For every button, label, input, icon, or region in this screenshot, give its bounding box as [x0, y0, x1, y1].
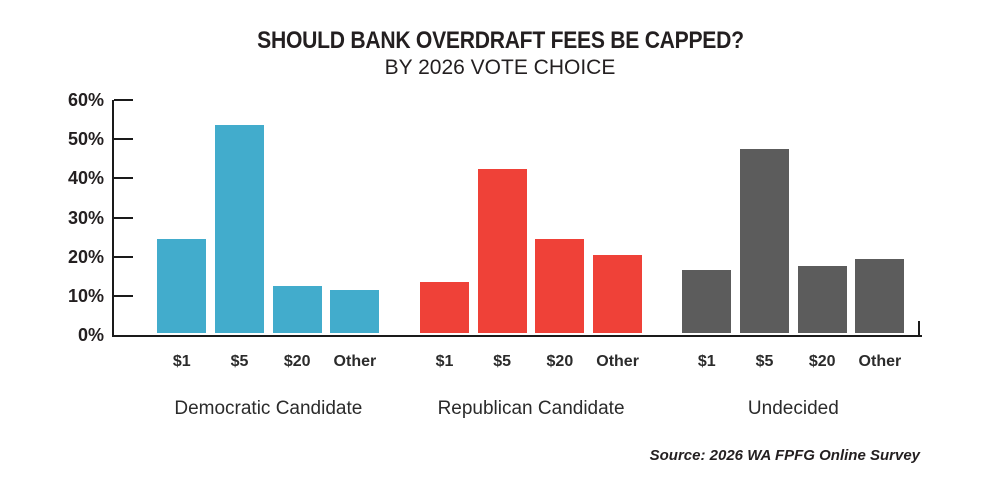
bar-undecided-20	[797, 266, 847, 333]
category-label-republican-candidate-5: $5	[493, 353, 512, 370]
x-axis-line	[112, 335, 922, 337]
y-tick-label-60: 60%	[67, 90, 104, 110]
bar-republican-candidate-other	[593, 254, 643, 333]
chart-subtitle: BY 2026 VOTE CHOICE	[384, 56, 616, 79]
category-label-undecided-1: $1	[697, 353, 716, 370]
y-tick-label-50: 50%	[67, 129, 104, 150]
y-tick-40	[114, 177, 133, 180]
y-tick-label-30: 30%	[67, 207, 104, 228]
bar-undecided-1	[682, 270, 732, 333]
chart-title-text: SHOULD BANK OVERDRAFT FEES BE CAPPED?	[256, 27, 744, 54]
bar-undecided-other	[855, 258, 905, 333]
group-label-republican-candidate: Republican Candidate	[437, 398, 625, 419]
category-label-republican-candidate-other: Other	[596, 353, 639, 370]
x-axis-end-tick	[918, 321, 920, 336]
category-label-republican-candidate-1: $1	[435, 353, 454, 370]
group-label-democratic-candidate: Democratic Candidate	[174, 398, 363, 419]
bar-democratic-candidate-1	[157, 239, 207, 333]
y-tick-30	[114, 216, 133, 219]
bar-democratic-candidate-20	[272, 286, 322, 333]
y-tick-10	[114, 294, 133, 297]
plot-area: 0% 10% 20% 30% 40% 50% 60% $1 $5 $20 Other Democrat…	[68, 90, 922, 419]
category-label-undecided-other: Other	[858, 353, 902, 370]
bar-republican-candidate-5	[477, 168, 527, 333]
category-label-undecided-5: $5	[755, 353, 774, 370]
y-tick-50	[114, 138, 133, 141]
bar-democratic-candidate-other	[330, 289, 380, 333]
category-label-democratic-candidate-other: Other	[333, 353, 377, 370]
chart-title: SHOULD BANK OVERDRAFT FEES BE CAPPED?	[0, 27, 1000, 55]
category-label-democratic-candidate-1: $1	[172, 353, 191, 370]
y-tick-20	[114, 255, 133, 258]
bar-democratic-candidate-5	[215, 125, 264, 333]
bar-undecided-5	[740, 148, 789, 333]
y-tick-label-40: 40%	[67, 168, 104, 189]
bar-republican-candidate-20	[535, 239, 585, 333]
y-tick-label-0: 0%	[77, 325, 104, 345]
category-label-democratic-candidate-5: $5	[230, 353, 249, 370]
bar-republican-candidate-1	[420, 282, 469, 333]
category-label-democratic-candidate-20: $20	[283, 353, 311, 370]
category-label-undecided-20: $20	[808, 353, 836, 370]
y-tick-60	[114, 99, 133, 101]
y-axis-line	[112, 100, 114, 337]
category-label-republican-candidate-20: $20	[546, 353, 574, 370]
group-label-undecided: Undecided	[747, 398, 839, 419]
y-tick-label-20: 20%	[67, 246, 104, 267]
y-tick-label-10: 10%	[67, 285, 104, 306]
source-note: Source: 2026 WA FPFG Online Survey	[649, 447, 920, 464]
